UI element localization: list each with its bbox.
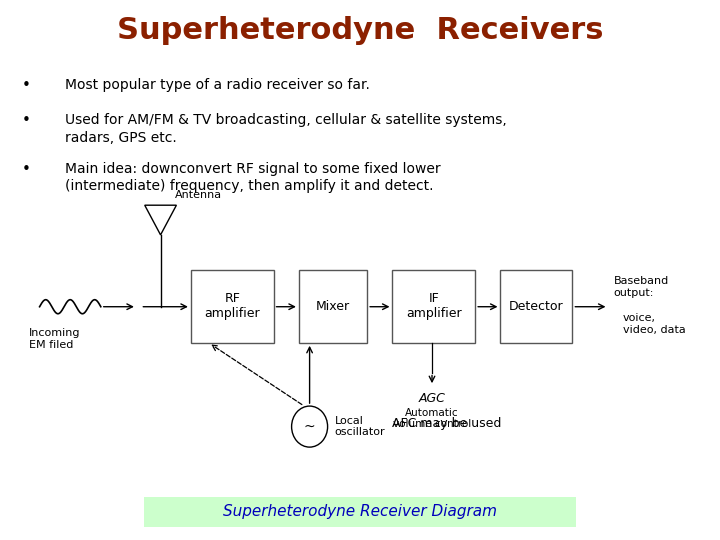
- Text: •: •: [22, 78, 30, 93]
- Text: ~: ~: [304, 420, 315, 434]
- Text: Detector: Detector: [509, 300, 564, 313]
- Text: •: •: [22, 162, 30, 177]
- Text: voice,
video, data: voice, video, data: [623, 313, 685, 335]
- Text: RF
amplifier: RF amplifier: [204, 293, 260, 320]
- Text: Main idea: downconvert RF signal to some fixed lower
(intermediate) frequency, t: Main idea: downconvert RF signal to some…: [65, 162, 441, 193]
- Text: AFC may be used: AFC may be used: [392, 417, 502, 430]
- Ellipse shape: [292, 406, 328, 447]
- Polygon shape: [145, 205, 176, 235]
- Text: Local
oscillator: Local oscillator: [335, 416, 385, 437]
- FancyBboxPatch shape: [500, 270, 572, 343]
- FancyBboxPatch shape: [392, 270, 475, 343]
- Text: Automatic
volume control: Automatic volume control: [393, 408, 471, 429]
- Text: Most popular type of a radio receiver so far.: Most popular type of a radio receiver so…: [65, 78, 369, 92]
- Text: Used for AM/FM & TV broadcasting, cellular & satellite systems,
radars, GPS etc.: Used for AM/FM & TV broadcasting, cellul…: [65, 113, 507, 145]
- Text: Baseband
output:: Baseband output:: [613, 276, 669, 298]
- Text: Mixer: Mixer: [316, 300, 350, 313]
- Text: Superheterodyne Receiver Diagram: Superheterodyne Receiver Diagram: [223, 504, 497, 519]
- FancyBboxPatch shape: [191, 270, 274, 343]
- Text: Superheterodyne  Receivers: Superheterodyne Receivers: [117, 16, 603, 45]
- FancyBboxPatch shape: [144, 497, 576, 526]
- Text: Antenna: Antenna: [175, 190, 222, 200]
- Text: AGC: AGC: [418, 392, 446, 404]
- FancyBboxPatch shape: [299, 270, 367, 343]
- Text: Incoming
EM filed: Incoming EM filed: [29, 328, 81, 350]
- Text: •: •: [22, 113, 30, 129]
- Text: IF
amplifier: IF amplifier: [406, 293, 462, 320]
